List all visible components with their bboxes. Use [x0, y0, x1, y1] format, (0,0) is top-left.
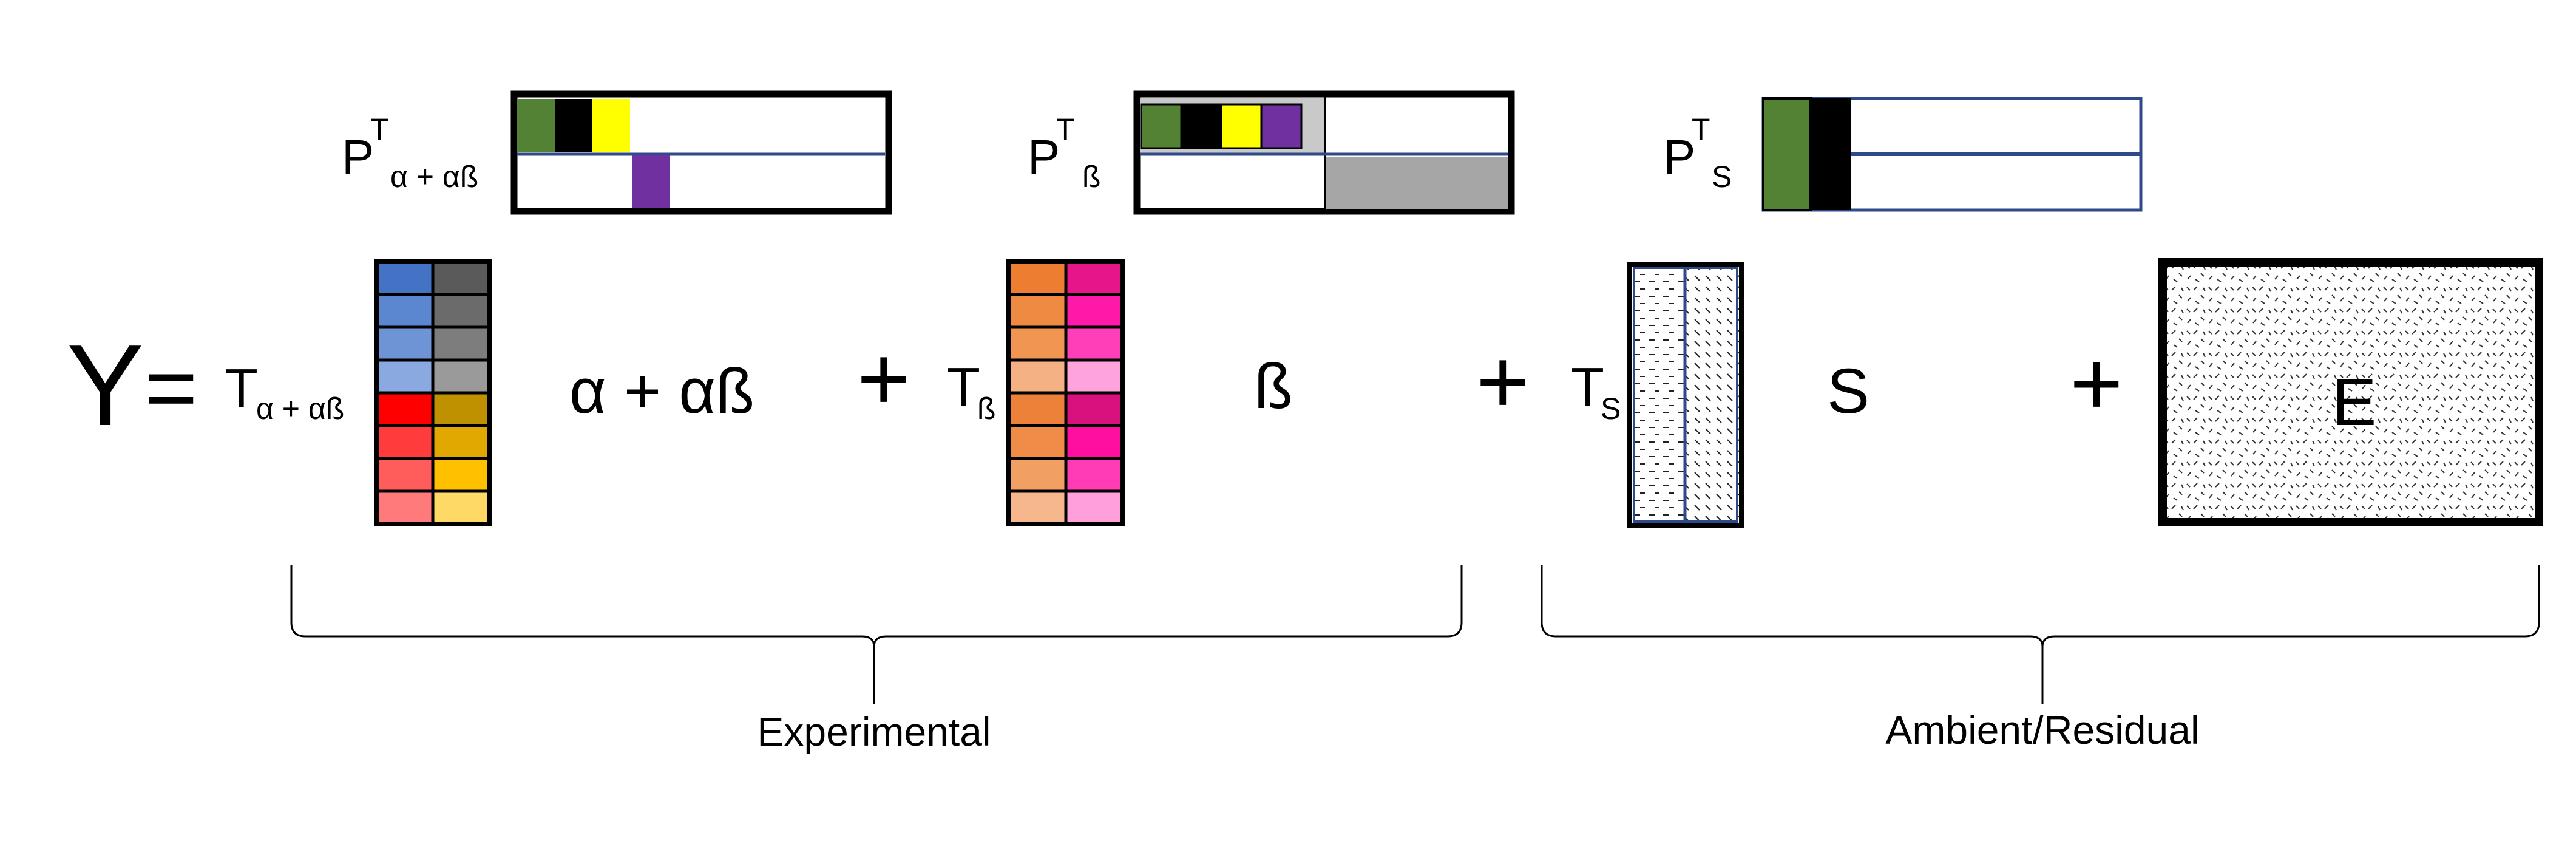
experimental-brace [290, 565, 1463, 704]
pt-beta-p: P [1028, 130, 1060, 184]
pt-beta-label: P T ß [1028, 112, 1101, 194]
t-alpha-cell-c2-r3 [431, 325, 491, 362]
t-alpha-cell-c1-r2 [375, 293, 435, 329]
pt-beta-matrix [1133, 90, 1515, 215]
t-beta-label: T ß [947, 357, 996, 426]
pt-beta-sup: T [1056, 112, 1075, 146]
pt-s-sub: S [1712, 160, 1732, 194]
t-beta-cell-c2-r2 [1064, 293, 1125, 329]
plus-1: + [857, 327, 910, 429]
t-alpha-cell-c2-r5 [431, 391, 491, 427]
t-beta-cell-c1-r3 [1007, 325, 1068, 362]
pt-alpha-sub: α + αß [390, 160, 478, 194]
t-beta-cell-c2-r8 [1064, 489, 1125, 526]
pt-s-p: P [1663, 130, 1695, 184]
t-alpha-cell-c1-r1 [375, 260, 435, 296]
pt-s-cell-black [1811, 98, 1851, 210]
t-beta-cell-c2-r5 [1064, 391, 1125, 427]
t-alpha-cell-c1-r8 [375, 489, 435, 526]
t-beta-cell-c2-r6 [1064, 424, 1125, 460]
t-beta-t: T [947, 357, 980, 418]
t-beta-cell-c1-r1 [1007, 260, 1068, 296]
t-alpha-cell-c1-r6 [375, 424, 435, 460]
t-alpha-cell-c2-r4 [431, 358, 491, 395]
middle-alpha-label: α + αß [569, 356, 754, 427]
ambient-residual-label: Ambient/Residual [1885, 707, 2199, 752]
pt-alpha-sup: T [370, 112, 389, 146]
pt-beta-cell-black [1180, 103, 1222, 149]
t-beta-sub: ß [977, 392, 996, 426]
t-s-border [1627, 262, 1744, 528]
t-s-sub: S [1601, 392, 1621, 426]
t-alpha-cell-c2-r7 [431, 457, 491, 493]
t-alpha-label: T α + αß [225, 358, 344, 426]
pt-alpha-cell-yellow [592, 99, 630, 152]
t-alpha-sub: α + αß [256, 392, 344, 426]
pt-s-sup: T [1692, 112, 1710, 146]
t-alpha-cell-c1-r7 [375, 457, 435, 493]
middle-s-label: S [1827, 356, 1869, 427]
t-beta-cell-c2-r7 [1064, 457, 1125, 493]
t-s-col-dash [1630, 264, 1685, 525]
pt-beta-cell-green [1140, 103, 1182, 149]
t-alpha-border [374, 259, 492, 526]
pt-beta-cell-yellow [1220, 103, 1263, 149]
y-symbol: Y [67, 321, 144, 450]
t-beta-cell-c2-r1 [1064, 260, 1125, 296]
t-s-col-diag [1685, 264, 1741, 525]
plus-3: + [2070, 332, 2123, 434]
pt-alpha-p: P [342, 130, 374, 184]
pt-alpha-cell-black [555, 99, 592, 152]
pt-beta-gray-block-bottom [1326, 157, 1508, 209]
t-beta-cell-c1-r2 [1007, 293, 1068, 329]
experimental-label: Experimental [757, 709, 991, 754]
t-s-matrix [1627, 262, 1744, 528]
t-alpha-cell-c2-r8 [431, 489, 491, 526]
pt-beta-sub: ß [1082, 160, 1101, 194]
t-alpha-cell-c1-r5 [375, 391, 435, 427]
t-beta-cell-c1-r8 [1007, 489, 1068, 526]
t-beta-cell-c2-r4 [1064, 358, 1125, 395]
pt-alpha-label: P T α + αß [342, 112, 478, 194]
t-alpha-cell-c1-r3 [375, 325, 435, 362]
t-beta-border [1006, 259, 1125, 526]
t-beta-cell-c2-r3 [1064, 325, 1125, 362]
middle-beta-label: ß [1254, 351, 1293, 422]
t-alpha-matrix [374, 259, 492, 526]
pt-alpha-matrix [510, 90, 892, 215]
pt-s-cell-green [1762, 97, 1812, 211]
error-matrix-box [2158, 258, 2543, 526]
pt-s-label: P T S [1663, 112, 1732, 194]
t-alpha-cell-c1-r4 [375, 358, 435, 395]
t-beta-matrix [1006, 259, 1125, 526]
t-s-label: T S [1571, 357, 1621, 426]
t-alpha-cell-c2-r6 [431, 424, 491, 460]
pt-beta-cell-purple [1260, 103, 1303, 149]
pt-alpha-cell-green [517, 99, 555, 152]
t-beta-cell-c1-r6 [1007, 424, 1068, 460]
t-s-t: T [1571, 357, 1604, 418]
t-alpha-cell-c2-r2 [431, 293, 491, 329]
ambient-residual-brace [1541, 565, 2540, 704]
pt-alpha-cell-purple [632, 155, 670, 208]
pt-s-matrix [1761, 97, 2143, 212]
t-alpha-t: T [225, 358, 258, 419]
t-beta-cell-c1-r7 [1007, 457, 1068, 493]
equals-sign: = [144, 336, 198, 438]
t-alpha-cell-c2-r1 [431, 260, 491, 296]
t-beta-cell-c1-r4 [1007, 358, 1068, 395]
error-matrix: E [2158, 258, 2543, 526]
t-beta-cell-c1-r5 [1007, 391, 1068, 427]
plus-2: + [1476, 330, 1530, 432]
error-label: E [2332, 365, 2376, 440]
